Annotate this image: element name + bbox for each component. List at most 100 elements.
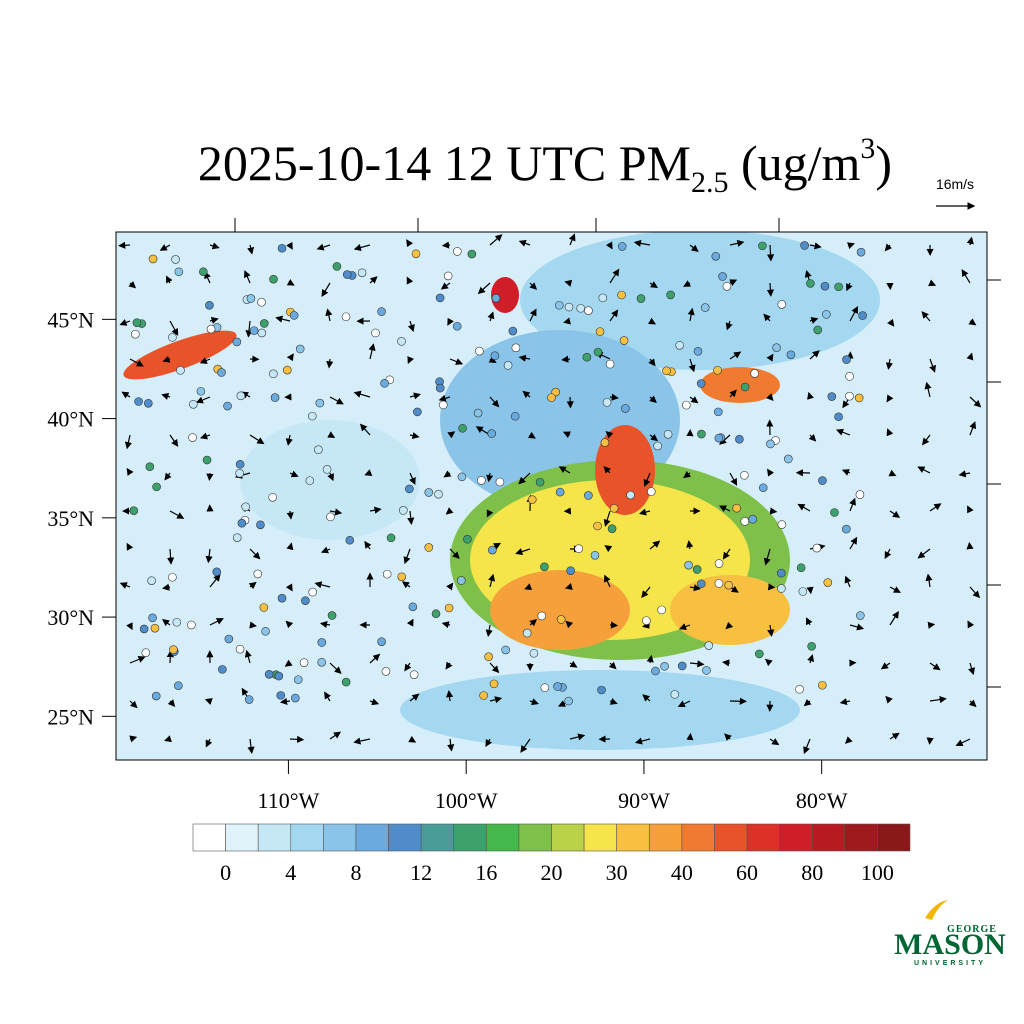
y-tick-label: 25°N <box>47 704 94 729</box>
wind-arrow <box>489 396 500 408</box>
station <box>777 584 786 593</box>
station <box>807 642 816 651</box>
wind-arrow <box>806 586 814 595</box>
station <box>714 559 724 568</box>
wind-arrow <box>169 434 179 447</box>
field-blob <box>400 670 800 750</box>
station <box>189 399 198 409</box>
wind-arrow <box>561 355 571 363</box>
station <box>206 324 216 334</box>
station <box>593 521 602 531</box>
station <box>253 569 263 579</box>
wind-arrow <box>205 548 213 564</box>
station <box>148 613 157 623</box>
station <box>487 429 497 438</box>
station <box>842 524 851 534</box>
station <box>845 391 854 401</box>
wind-arrow <box>849 306 859 322</box>
colorbar-box <box>681 823 715 852</box>
wind-arrow <box>683 280 692 287</box>
wind-arrow <box>687 307 695 322</box>
wind-arrow <box>406 276 414 285</box>
station <box>636 294 646 303</box>
wind-arrow <box>441 241 451 249</box>
station <box>235 459 245 469</box>
wind-arrow <box>353 390 371 398</box>
station <box>277 243 287 253</box>
wind-arrow <box>249 434 265 445</box>
wind-arrow <box>286 241 293 250</box>
wind-arrow <box>486 509 494 518</box>
station <box>264 670 274 679</box>
station <box>501 645 510 655</box>
wind-arrow <box>844 736 853 744</box>
wind-arrow <box>809 350 820 360</box>
station <box>527 495 537 504</box>
station <box>540 562 549 572</box>
station <box>139 624 149 634</box>
station <box>152 482 161 492</box>
station <box>326 512 335 522</box>
station <box>269 274 278 284</box>
station <box>529 648 539 658</box>
wind-arrow <box>569 733 586 741</box>
station <box>377 307 386 316</box>
station <box>740 517 750 526</box>
wind-arrow <box>401 581 411 589</box>
edge-ticks <box>234 218 1001 688</box>
station <box>489 679 499 689</box>
colorbar-box <box>453 823 487 852</box>
field-blob <box>123 330 237 380</box>
station <box>171 255 180 264</box>
station <box>732 503 741 513</box>
wind-arrow <box>968 662 976 676</box>
station <box>584 491 593 500</box>
title-unit: (ug/m <box>728 135 860 191</box>
wind-arrow <box>129 358 144 367</box>
wind-arrow <box>688 358 696 373</box>
station <box>315 398 325 408</box>
colorbar-label: 8 <box>350 860 361 885</box>
station <box>772 343 781 352</box>
station <box>834 282 843 292</box>
wind-arrow <box>368 343 376 360</box>
wind-arrow <box>329 396 344 405</box>
station <box>196 386 206 396</box>
station <box>144 398 153 408</box>
wind-arrow <box>321 282 331 297</box>
station <box>444 603 454 613</box>
station <box>357 268 367 278</box>
station <box>307 411 317 421</box>
wind-arrow <box>195 396 211 404</box>
wind-arrow <box>569 660 578 668</box>
wind-arrow <box>961 269 971 284</box>
field-blob <box>520 232 880 370</box>
wind-arrow <box>409 472 416 485</box>
station <box>257 297 266 307</box>
station <box>408 602 418 612</box>
x-tick-label: 100°W <box>435 788 498 813</box>
station <box>663 429 673 439</box>
wind-arrow <box>803 698 812 707</box>
wind-arrow <box>929 696 947 704</box>
field-blob <box>490 570 630 650</box>
station <box>467 249 477 259</box>
axes: 110°W 100°W 90°W 80°W 25°N 30°N 35°N 40°N 45°N <box>47 307 847 813</box>
wind-arrow <box>767 468 775 477</box>
station <box>820 281 830 291</box>
station <box>293 675 303 684</box>
wind-arrow <box>885 695 893 704</box>
wind-arrow <box>841 469 851 476</box>
station <box>693 347 703 356</box>
station <box>503 361 513 370</box>
station <box>598 293 608 303</box>
colorbar-label: 0 <box>220 860 231 885</box>
wind-arrow <box>683 470 692 479</box>
y-tick-label: 45°N <box>47 307 94 332</box>
wind-arrow <box>766 282 775 297</box>
wind-arrow <box>836 428 851 436</box>
wind-arrow <box>604 574 611 588</box>
field-blob <box>595 425 655 515</box>
station <box>522 628 532 638</box>
station <box>537 611 547 621</box>
